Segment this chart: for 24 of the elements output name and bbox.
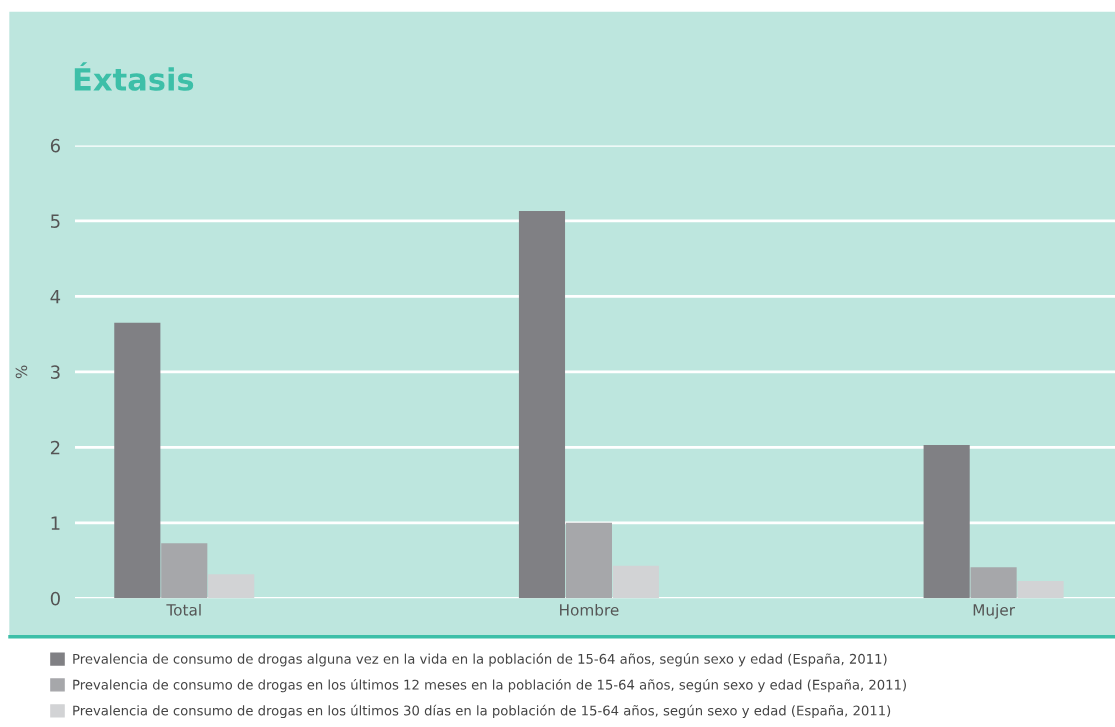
x-tick-label: Hombre: [560, 603, 619, 616]
y-tick-label: 1: [51, 516, 60, 530]
bar: [208, 574, 255, 599]
legend-label: Prevalencia de consumo de drogas alguna vez en la vida en la población de 15-64 años, según sexo y edad (España, 2011): [73, 653, 887, 667]
bar: [970, 567, 1017, 599]
bar: [923, 445, 970, 599]
bar: [1017, 580, 1064, 599]
y-tick-label: 2: [50, 440, 60, 455]
bar: [518, 211, 566, 599]
bar: [565, 522, 612, 599]
x-tick-label: Total: [166, 603, 201, 616]
y-tick-label: 4: [50, 290, 61, 304]
bar: [612, 565, 659, 599]
legend-label: Prevalencia de consumo de drogas en los últimos 30 días en la población de 15-64 años, según sexo y edad (España, 2011): [73, 704, 891, 719]
y-tick-label: 6: [50, 138, 60, 153]
y-tick-label: 0: [50, 591, 60, 606]
y-axis-title: %: [15, 365, 28, 379]
bar: [114, 322, 161, 599]
y-tick-label: 3: [51, 365, 60, 379]
legend-label: Prevalencia de consumo de drogas en los últimos 12 meses en la población de 15-64 años, según sexo y edad (España, 2011): [73, 678, 906, 693]
bar: [161, 543, 208, 599]
chart-title: Éxtasis: [74, 62, 194, 91]
x-tick-label: Mujer: [973, 603, 1015, 619]
y-tick-label: 5: [51, 214, 60, 228]
